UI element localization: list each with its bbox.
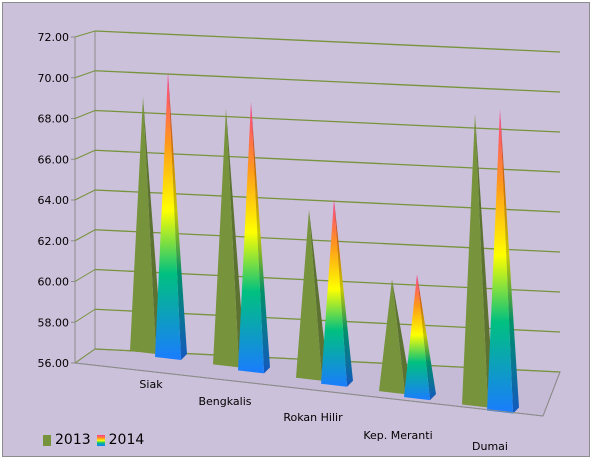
legend-label-2014: 2014 xyxy=(108,432,145,448)
bar-front-face xyxy=(487,109,513,414)
bar-side-face xyxy=(251,101,270,374)
bar-side-face xyxy=(417,274,436,401)
y-tick-depth xyxy=(74,149,96,160)
y-tick-label: 68.00 xyxy=(38,113,70,126)
y-tick-label: 66.00 xyxy=(38,153,70,166)
y-tick-depth xyxy=(74,70,96,79)
bar-side-face xyxy=(392,279,411,395)
bar-front-face xyxy=(296,209,322,381)
bar-front-face xyxy=(379,279,405,395)
y-tick-depth xyxy=(74,269,96,282)
bar-side-face xyxy=(309,209,328,381)
y-tick-label: 64.00 xyxy=(38,194,70,207)
y-axis: 56.00 58.00 60.00 62.00 64.00 66.00 68.00 70.00… xyxy=(38,30,96,370)
y-tick-label: 72.00 xyxy=(38,31,70,44)
y-tick-depth xyxy=(74,110,96,119)
bar-front-face xyxy=(238,101,264,374)
legend-label-2013: 2013 xyxy=(55,432,91,448)
pyramid-chart: 56.00 58.00 60.00 62.00 64.00 66.00 68.00 70.00… xyxy=(38,30,561,453)
bar-2014-4 xyxy=(487,109,519,414)
floor-right-edge xyxy=(542,371,561,417)
bar-side-face xyxy=(334,198,353,387)
bars xyxy=(130,72,519,414)
legend: 2013 2014 xyxy=(43,431,150,449)
bar-side-face xyxy=(500,109,519,414)
y-tick-depth xyxy=(74,229,96,242)
y-tick-depth xyxy=(74,189,96,201)
bar-side-face xyxy=(168,72,187,361)
y-tick-depth xyxy=(74,308,96,323)
x-tick-label: Kep. Meranti xyxy=(363,429,432,442)
y-tick-label: 58.00 xyxy=(38,316,70,329)
bar-2013-3 xyxy=(379,279,411,395)
legend-item-2014: 2014 xyxy=(96,432,145,448)
gridline xyxy=(94,70,561,93)
bar-front-face xyxy=(404,274,430,401)
bar-2013-0 xyxy=(130,96,162,354)
bar-side-face xyxy=(143,96,162,354)
bar-front-face xyxy=(321,198,347,387)
bar-2013-4 xyxy=(462,113,494,408)
x-tick-label: Rokan Hilir xyxy=(283,411,343,424)
bar-2013-2 xyxy=(296,209,328,381)
bar-front-face xyxy=(213,108,239,368)
bar-side-face xyxy=(475,113,494,408)
legend-swatch-2014 xyxy=(96,434,105,446)
bar-side-face xyxy=(226,108,245,368)
bar-front-face xyxy=(130,96,156,354)
x-tick-label: Dumai xyxy=(472,440,508,453)
bar-2014-2 xyxy=(321,198,353,387)
bar-2014-0 xyxy=(155,72,187,361)
y-tick-label: 70.00 xyxy=(38,72,70,85)
bar-front-face xyxy=(462,113,488,408)
gridline xyxy=(94,30,561,53)
x-axis: Siak Bengkalis Rokan Hilir Kep. Meranti Duma… xyxy=(74,362,561,453)
y-tick-label: 56.00 xyxy=(38,357,70,370)
bar-front-face xyxy=(155,72,181,361)
legend-item-2013: 2013 xyxy=(43,432,91,448)
bar-2014-3 xyxy=(404,274,436,401)
y-tick-depth xyxy=(74,348,96,364)
y-tick-label: 60.00 xyxy=(38,276,70,289)
x-tick-label: Bengkalis xyxy=(198,395,251,408)
x-axis-line xyxy=(74,362,544,417)
bar-2013-1 xyxy=(213,108,245,368)
y-tick-depth xyxy=(74,30,96,38)
gridline xyxy=(94,109,561,133)
bar-2014-1 xyxy=(238,101,270,374)
x-tick-label: Siak xyxy=(139,378,163,391)
legend-swatch-2013 xyxy=(43,434,51,446)
y-tick-label: 62.00 xyxy=(38,235,70,248)
